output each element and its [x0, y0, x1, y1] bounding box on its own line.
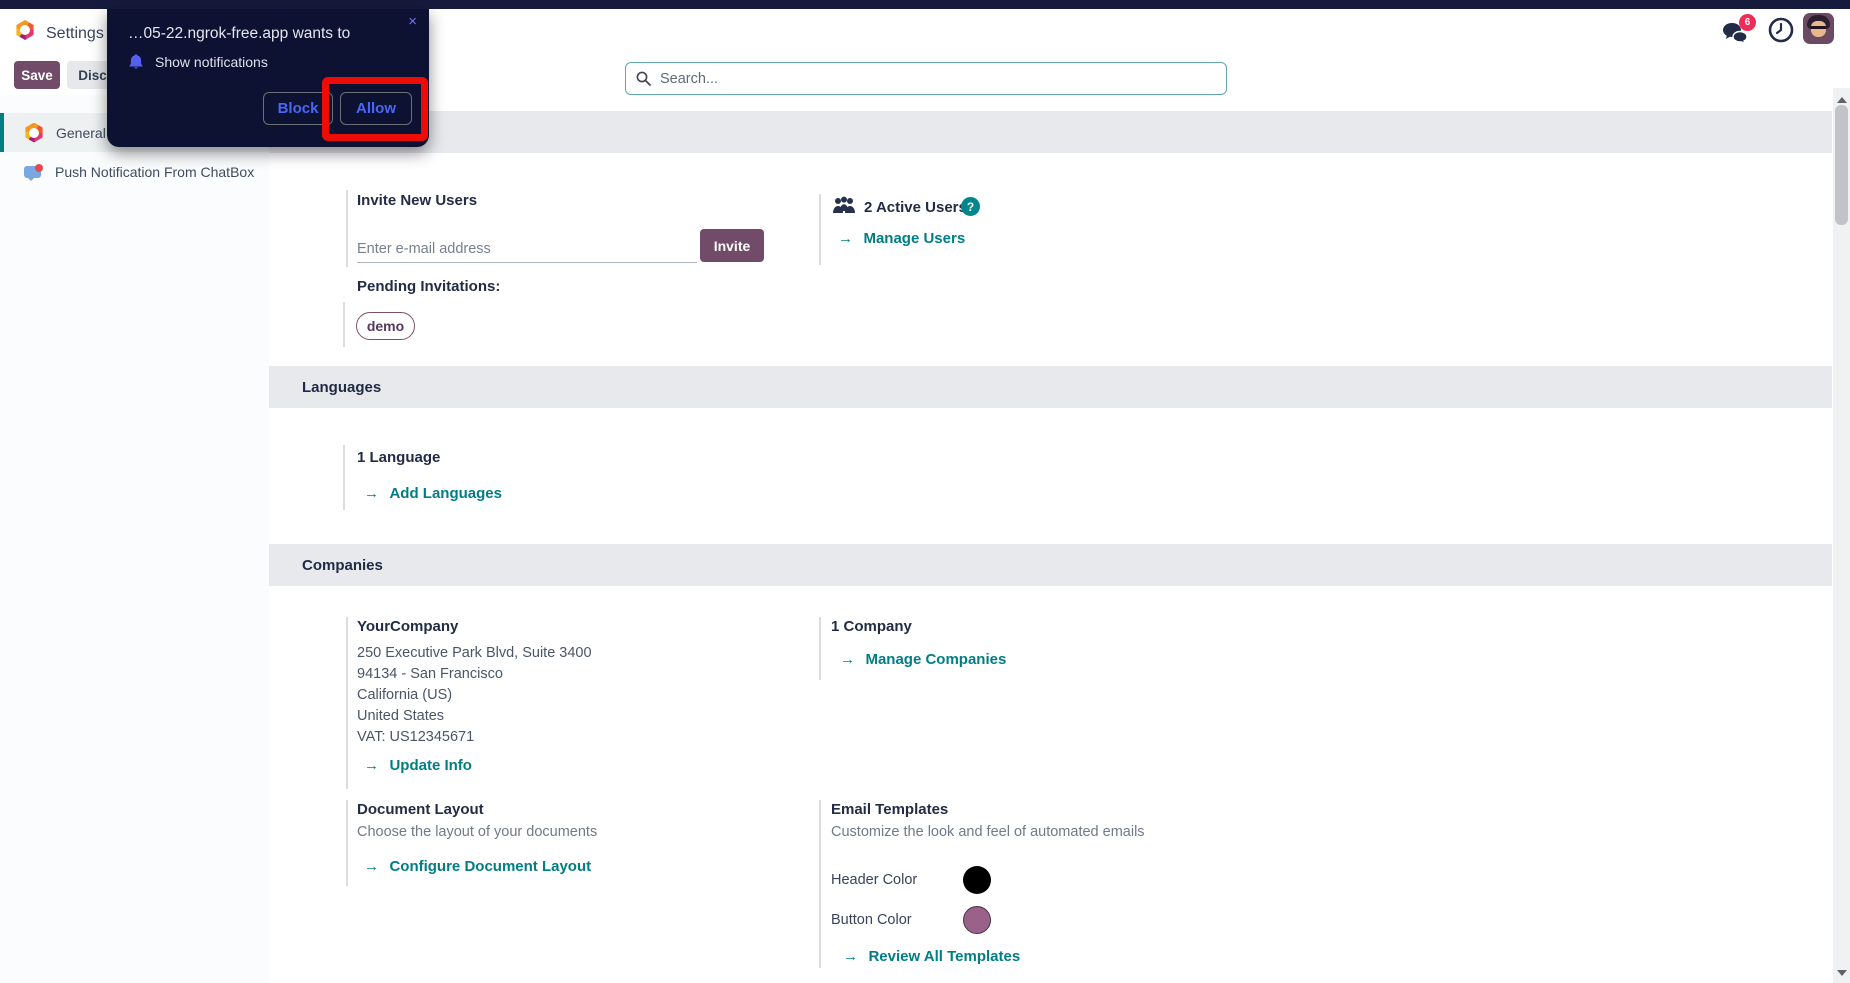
pending-invitation-badge[interactable]: demo	[356, 312, 415, 340]
setting-divider	[346, 190, 348, 267]
dialog-title: …05-22.ngrok-free.app wants to	[128, 25, 351, 42]
settings-search[interactable]	[625, 62, 1227, 95]
company-address-line: 94134 - San Francisco	[357, 666, 503, 682]
company-address-line: California (US)	[357, 687, 453, 703]
chatbox-icon	[24, 163, 43, 181]
header-color-swatch[interactable]	[963, 866, 991, 894]
invite-button[interactable]: Invite	[700, 229, 764, 262]
configure-document-layout-link[interactable]: → Configure Document Layout	[364, 858, 592, 875]
user-avatar[interactable]	[1803, 13, 1834, 44]
pending-invitations-label: Pending Invitations:	[357, 278, 501, 295]
invite-users-heading: Invite New Users	[357, 192, 478, 209]
review-all-templates-link[interactable]: → Review All Templates	[843, 948, 1021, 965]
button-color-swatch[interactable]	[963, 906, 991, 934]
arrow-right-icon: →	[364, 757, 379, 774]
users-group-icon	[831, 196, 857, 221]
invite-email-field[interactable]	[357, 236, 697, 263]
odoo-logo-icon[interactable]	[15, 20, 35, 40]
general-settings-icon	[24, 122, 44, 143]
message-count-badge: 6	[1739, 14, 1756, 31]
sidebar-item-push-notification[interactable]: Push Notification From ChatBox	[0, 152, 269, 191]
sidebar-item-label: Push Notification From ChatBox	[55, 163, 255, 180]
page-title: Settings	[46, 25, 104, 42]
setting-divider	[819, 617, 821, 680]
setting-divider	[819, 194, 821, 265]
browser-top-strip	[0, 0, 1850, 9]
arrow-right-icon: →	[364, 485, 379, 502]
setting-divider	[343, 302, 345, 347]
company-address-line: 250 Executive Park Blvd, Suite 3400	[357, 645, 592, 661]
language-count: 1 Language	[357, 449, 441, 466]
setting-divider	[819, 800, 821, 968]
document-layout-heading: Document Layout	[357, 801, 484, 818]
company-address-line: United States	[357, 708, 445, 724]
settings-sidebar: General Settings Push Notification From …	[0, 95, 269, 983]
company-count: 1 Company	[831, 618, 912, 635]
bell-icon	[128, 53, 144, 75]
messages-icon[interactable]	[1722, 23, 1748, 49]
close-icon[interactable]: ×	[408, 13, 417, 30]
section-header-languages: Languages	[269, 366, 1832, 408]
search-input[interactable]	[660, 70, 1216, 87]
add-languages-link[interactable]: → Add Languages	[364, 485, 502, 502]
email-templates-heading: Email Templates	[831, 801, 949, 818]
scrollbar-track[interactable]	[1833, 88, 1850, 983]
manage-companies-link[interactable]: → Manage Companies	[840, 651, 1007, 668]
arrow-right-icon: →	[840, 651, 855, 668]
section-header-companies: Companies	[269, 544, 1832, 586]
scrollbar-up-arrow[interactable]	[1837, 92, 1847, 103]
avatar-glasses	[1811, 26, 1826, 30]
manage-users-link[interactable]: → Manage Users	[838, 230, 966, 247]
notification-permission-dialog: …05-22.ngrok-free.app wants to × Show no…	[107, 9, 429, 147]
arrow-right-icon: →	[843, 948, 858, 965]
help-icon[interactable]: ?	[961, 197, 980, 216]
allow-button[interactable]: Allow	[340, 92, 412, 125]
setting-divider	[343, 445, 345, 510]
company-vat-line: VAT: US12345671	[357, 729, 475, 745]
document-layout-description: Choose the layout of your documents	[357, 824, 598, 840]
scrollbar-thumb[interactable]	[1835, 105, 1848, 225]
arrow-right-icon: →	[364, 858, 379, 875]
save-button[interactable]: Save	[14, 61, 60, 89]
avatar-face	[1811, 21, 1826, 37]
dialog-permission-text: Show notifications	[155, 54, 268, 70]
block-button[interactable]: Block	[263, 92, 333, 125]
search-icon	[636, 71, 651, 86]
setting-divider	[346, 617, 348, 789]
button-color-label: Button Color	[831, 912, 912, 928]
email-templates-description: Customize the look and feel of automated…	[831, 824, 1145, 840]
arrow-right-icon: →	[838, 230, 853, 247]
setting-divider	[346, 800, 348, 886]
header-color-label: Header Color	[831, 872, 918, 888]
active-users-count: 2 Active Users	[864, 199, 967, 216]
scrollbar-down-arrow[interactable]	[1837, 970, 1847, 981]
update-info-link[interactable]: → Update Info	[364, 757, 472, 774]
section-header-users: Users	[269, 111, 1832, 153]
company-name: YourCompany	[357, 618, 459, 635]
activity-clock-icon[interactable]	[1768, 17, 1794, 48]
